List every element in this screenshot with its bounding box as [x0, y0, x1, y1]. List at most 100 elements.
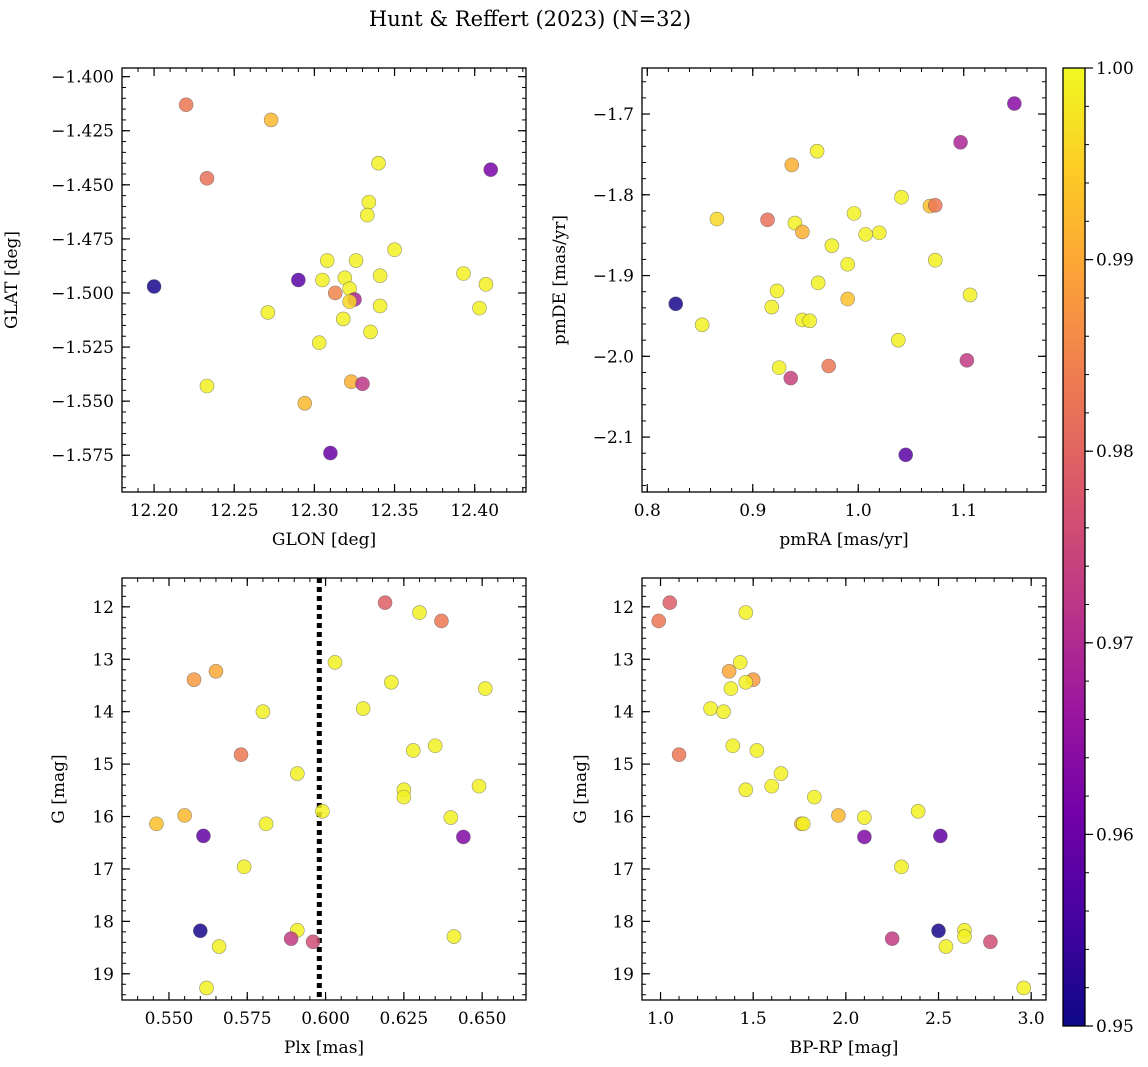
scatter-point: [840, 291, 855, 307]
x-tick-label: 0.650: [458, 1009, 507, 1029]
scatter-point: [927, 197, 943, 213]
scatter-point: [957, 929, 972, 944]
panel-2: 0.8 0.9 1.0 1.1 −1.7 −1.8 −1.9 −2.0 −2.1 pmRA [ma…: [550, 67, 1047, 550]
scatter-point: [149, 816, 164, 832]
scatter-point: [199, 980, 214, 996]
scatter-point: [387, 242, 402, 258]
scatter-point: [377, 595, 393, 610]
scatter-point: [477, 681, 493, 696]
scatter-point: [795, 816, 811, 832]
scatter-points: [146, 97, 499, 461]
x-tick-label: 12.30: [290, 501, 339, 521]
scatter-point: [738, 675, 754, 690]
scatter-point: [258, 816, 274, 832]
scatter-point: [857, 829, 872, 845]
x-tick-label: 3.0: [1018, 1009, 1045, 1029]
scatter-point: [412, 605, 427, 620]
scatter-point: [807, 789, 822, 805]
axes-frame: [121, 577, 527, 1001]
scatter-point: [821, 358, 837, 374]
scatter-point: [323, 445, 338, 461]
scatter-point: [291, 272, 306, 288]
y-axis-label: GLAT [deg]: [2, 231, 22, 329]
scatter-point: [738, 782, 754, 798]
scatter-point: [716, 704, 731, 719]
scatter-point: [177, 808, 192, 823]
y-tick-label: −1.400: [51, 68, 114, 88]
scatter-point: [709, 211, 725, 227]
y-axis-label: G [mag]: [571, 754, 591, 823]
y-tick-label: −1.9: [593, 267, 634, 287]
scatter-point: [483, 162, 499, 177]
scatter-points: [651, 595, 1032, 996]
scatter-point: [260, 305, 276, 320]
scatter-point: [824, 238, 840, 253]
scatter-point: [472, 300, 487, 316]
scatter-point: [784, 157, 800, 173]
y-tick-label: 13: [612, 650, 634, 670]
axes-frame: [641, 577, 1047, 1001]
scatter-point: [297, 396, 313, 411]
scatter-point: [359, 207, 375, 223]
scatter-point: [211, 939, 227, 954]
scatter-point: [199, 378, 215, 394]
y-tick-label: −1.550: [51, 392, 114, 412]
scatter-point: [931, 923, 946, 939]
x-tick-label: 12.25: [210, 501, 259, 521]
x-tick-label: 0.575: [223, 1009, 272, 1029]
scatter-point: [236, 859, 252, 875]
y-tick-label: 15: [92, 755, 114, 775]
x-tick-label: 12.40: [450, 501, 499, 521]
scatter-point: [371, 155, 386, 171]
scatter-point: [810, 275, 826, 291]
scatter-point: [858, 227, 873, 242]
scatter-point: [290, 766, 305, 781]
scatter-point: [840, 256, 855, 272]
scatter-point: [771, 360, 787, 375]
scatter-point: [723, 681, 739, 696]
colorbar-tick-label: 0.96: [1096, 825, 1134, 845]
scatter-point: [894, 189, 909, 205]
y-tick-label: −1.475: [51, 230, 114, 250]
scatter-point: [1016, 980, 1032, 996]
scatter-point: [959, 353, 975, 368]
scatter-point: [178, 97, 194, 113]
scatter-point: [831, 808, 846, 823]
scatter-point: [335, 311, 351, 327]
scatter-point: [764, 778, 780, 794]
scatter-point: [361, 194, 377, 210]
scatter-point: [795, 224, 810, 240]
axes-frame: [121, 67, 527, 493]
scatter-point: [783, 370, 799, 386]
x-tick-label: 1.0: [647, 1009, 674, 1029]
colorbar-gradient: [1062, 67, 1086, 1027]
scatter-point: [263, 112, 279, 128]
x-tick-label: 2.5: [925, 1009, 952, 1029]
axes-frame: [641, 67, 1047, 493]
colorbar-tick-label: 0.98: [1096, 442, 1134, 462]
y-tick-label: 17: [92, 860, 114, 880]
scatter-point: [694, 317, 710, 333]
panel-1: 12.20 12.25 12.30 12.35 12.40 −1.400 −1.425 −1.…: [2, 67, 527, 550]
scatter-points: [668, 96, 1022, 463]
scatter-point: [962, 287, 978, 303]
y-tick-label: −2.0: [593, 347, 634, 367]
scatter-point: [898, 447, 914, 463]
scatter-point: [938, 939, 954, 954]
scatter-point: [342, 294, 357, 309]
scatter-point: [192, 923, 208, 939]
scatter-point: [443, 810, 459, 825]
scatter-point: [651, 613, 666, 629]
scatter-point: [953, 135, 968, 150]
scatter-point: [872, 225, 887, 241]
scatter-point: [255, 704, 271, 719]
scatter-points: [149, 595, 493, 996]
scatter-point: [891, 332, 906, 348]
scatter-point: [725, 738, 741, 754]
scatter-point: [196, 828, 211, 844]
x-tick-label: 1.0: [845, 501, 872, 521]
x-tick-label: 2.0: [832, 1009, 859, 1029]
y-tick-label: −1.525: [51, 338, 114, 358]
y-axis-label: pmDE [mas/yr]: [550, 215, 570, 345]
scatter-point: [305, 934, 321, 950]
